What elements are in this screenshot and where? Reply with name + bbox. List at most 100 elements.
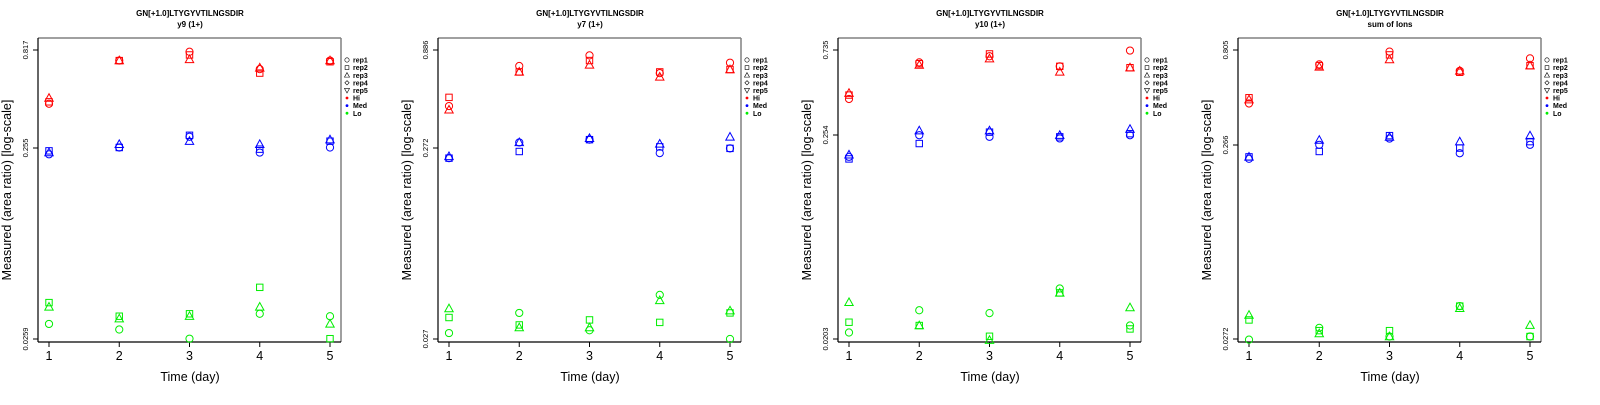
data-point-med	[185, 131, 194, 139]
data-point-med	[985, 132, 994, 141]
y-tick-label: 0.817	[21, 41, 30, 60]
data-point-med	[1455, 149, 1464, 158]
data-point-med	[1524, 130, 1536, 140]
data-point-med	[655, 149, 664, 158]
data-point-lo	[324, 318, 336, 328]
data-point-hi	[1055, 62, 1064, 71]
data-point-hi	[985, 50, 994, 58]
y-axis-label: Measured (area ratio) [log-scale]	[1200, 100, 1214, 281]
data-point-hi	[324, 55, 336, 65]
data-point-lo	[185, 310, 194, 318]
data-point-med	[324, 134, 336, 144]
data-point-lo	[114, 313, 125, 323]
data-point-hi	[1056, 62, 1064, 71]
data-point-hi	[1314, 61, 1325, 71]
panel-subtitle: y10 (1+)	[975, 20, 1005, 29]
x-tick-label: 3	[1386, 349, 1393, 363]
legend-lo-dot-icon	[745, 111, 749, 115]
data-point-hi	[444, 101, 454, 111]
data-point-med	[254, 138, 265, 148]
legend-rep5-icon	[343, 88, 351, 94]
data-point-med	[914, 125, 925, 135]
data-point-hi	[1125, 46, 1135, 55]
legend-label: Hi	[753, 96, 760, 103]
x-tick-label: 2	[916, 349, 923, 363]
x-tick-label: 4	[1056, 349, 1063, 363]
data-point-hi	[1454, 65, 1465, 75]
y-tick-label: 0.266	[1221, 136, 1230, 155]
data-point-hi	[654, 71, 665, 81]
panel-title: GN[+1.0]LTYGYVTILNGSDIR	[936, 9, 1044, 18]
legend-med-dot-icon	[1145, 104, 1149, 107]
panel-title: GN[+1.0]LTYGYVTILNGSDIR	[536, 9, 644, 18]
data-point-hi	[1384, 54, 1395, 64]
data-point-lo	[185, 334, 194, 343]
data-point-hi	[843, 87, 855, 97]
data-point-lo	[1385, 326, 1394, 335]
legend-rep5-icon	[743, 88, 751, 94]
panel-title: GN[+1.0]LTYGYVTILNGSDIR	[136, 9, 244, 18]
data-point-hi	[443, 104, 455, 114]
data-point-med	[325, 143, 335, 152]
legend-rep2-icon	[1544, 65, 1550, 70]
data-point-lo	[915, 306, 924, 315]
legend-rep2-icon	[744, 65, 750, 70]
legend-rep4-icon	[744, 80, 750, 86]
data-point-hi	[584, 59, 595, 69]
data-point-hi	[514, 66, 525, 76]
data-point-hi	[43, 92, 55, 102]
data-point-lo	[43, 301, 55, 311]
legend-rep3-icon	[743, 71, 751, 78]
legend-lo-dot-icon	[1145, 111, 1149, 115]
data-point-lo	[1525, 332, 1535, 341]
data-point-lo	[1454, 302, 1465, 312]
legend-label: rep2	[1153, 65, 1168, 72]
data-point-lo	[914, 320, 925, 330]
y-tick-label: 0.0272	[1221, 328, 1230, 351]
data-point-med	[514, 137, 525, 147]
panel-y7: GN[+1.0]LTYGYVTILNGSDIR y7 (1+) Measured…	[400, 9, 768, 384]
y-tick-label: 0.254	[821, 126, 830, 145]
data-point-hi	[1243, 94, 1255, 104]
legend-label: Lo	[1553, 111, 1562, 118]
legend-label: Med	[353, 103, 367, 110]
legend-hi-dot-icon	[745, 96, 749, 100]
data-point-lo	[1124, 302, 1136, 312]
y-tick-label: 0.272	[421, 139, 430, 158]
legend-rep4-icon	[344, 80, 350, 86]
legend-label: rep4	[753, 80, 768, 87]
legend-rep3-icon	[1543, 71, 1551, 78]
legend-med-dot-icon	[1545, 104, 1549, 107]
data-point-med	[845, 155, 853, 163]
data-point-lo	[1315, 326, 1323, 335]
y-tick-label: 0.886	[421, 41, 430, 60]
data-point-lo	[1314, 328, 1325, 338]
data-point-lo	[725, 334, 735, 344]
data-point-med	[43, 147, 55, 157]
panel-y10: GN[+1.0]LTYGYVTILNGSDIR y10 (1+) Measure…	[800, 9, 1168, 384]
data-point-lo	[1054, 287, 1065, 297]
panel-title: GN[+1.0]LTYGYVTILNGSDIR	[1336, 9, 1444, 18]
data-point-med	[725, 144, 735, 153]
data-point-lo	[444, 328, 454, 338]
data-point-med	[114, 138, 125, 148]
data-point-lo	[443, 303, 455, 313]
legend-rep1-icon	[744, 57, 750, 63]
data-point-med	[1124, 123, 1136, 133]
legend-label: rep1	[353, 58, 368, 65]
data-point-lo	[656, 318, 664, 327]
legend-label: rep3	[353, 73, 368, 80]
data-point-med	[1054, 129, 1065, 139]
data-point-lo	[845, 318, 853, 326]
data-point-lo	[445, 313, 453, 322]
legend-rep3-icon	[343, 71, 351, 78]
data-point-lo	[1244, 335, 1254, 344]
data-point-lo	[115, 325, 124, 334]
panel-sum-of-ions: GN[+1.0]LTYGYVTILNGSDIR sum of Ions Meas…	[1200, 9, 1568, 384]
legend-hi-dot-icon	[1545, 96, 1549, 100]
legend-label: rep5	[753, 88, 768, 95]
legend-rep1-icon	[344, 57, 350, 63]
